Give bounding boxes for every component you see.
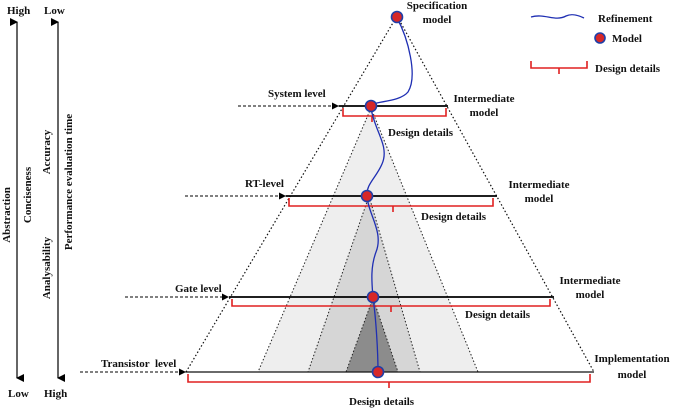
- legend-refinement-label: Refinement: [598, 13, 653, 25]
- specification-model-label-2: model: [423, 14, 452, 26]
- abstraction-label: Abstraction: [1, 187, 13, 243]
- left-axis-low-label: Low: [8, 388, 29, 400]
- right-axis-high-label: High: [44, 388, 67, 400]
- intermediate-model-2-label-1: Intermediate: [508, 179, 569, 191]
- model-node-specification: [390, 10, 404, 24]
- right-axis-low-label: Low: [44, 5, 65, 17]
- model-node-rt: [360, 189, 374, 203]
- design-details-bracket-1: [342, 108, 447, 122]
- transistor-level-label: Transistor level: [101, 358, 176, 370]
- legend: Refinement Model Design details: [530, 13, 661, 75]
- design-details-label-3: Design details: [465, 309, 531, 321]
- left-axis-high-label: High: [7, 5, 30, 17]
- implementation-model-label-2: model: [618, 369, 647, 381]
- legend-model-label: Model: [612, 33, 642, 45]
- specification-model-label-1: Specification: [407, 0, 468, 12]
- performance-evaluation-time-label: Performance evaluation time: [63, 114, 75, 250]
- intermediate-model-1-label-1: Intermediate: [453, 93, 514, 105]
- rt-level-label: RT-level: [245, 178, 284, 190]
- legend-refinement-swatch: [530, 14, 585, 19]
- legend-model-swatch: [594, 32, 606, 44]
- design-details-label-1: Design details: [388, 127, 454, 139]
- model-node-gate: [366, 290, 380, 304]
- analysability-label: Analysability: [41, 236, 53, 299]
- gate-level-label: Gate level: [175, 283, 222, 295]
- intermediate-model-2-label-2: model: [525, 193, 554, 205]
- design-details-bracket-4: [187, 374, 591, 388]
- design-details-bracket-2: [288, 198, 494, 212]
- legend-design-details-label: Design details: [595, 63, 661, 75]
- system-level-label: System level: [268, 88, 326, 100]
- intermediate-model-3-label-2: model: [576, 289, 605, 301]
- intermediate-model-3-label-1: Intermediate: [559, 275, 620, 287]
- accuracy-label: Accuracy: [41, 129, 53, 174]
- intermediate-model-1-label-2: model: [470, 107, 499, 119]
- design-details-label-4: Design details: [349, 396, 415, 408]
- design-details-bracket-3: [231, 299, 551, 312]
- model-node-implementation: [371, 365, 385, 379]
- legend-design-details-swatch: [530, 61, 588, 74]
- shade-region-inner: [345, 296, 399, 373]
- conciseness-label: Conciseness: [22, 166, 34, 223]
- pyramid-outline: [185, 14, 595, 373]
- implementation-model-label-1: Implementation: [594, 353, 669, 365]
- design-details-label-2: Design details: [421, 211, 487, 223]
- model-node-system: [364, 99, 378, 113]
